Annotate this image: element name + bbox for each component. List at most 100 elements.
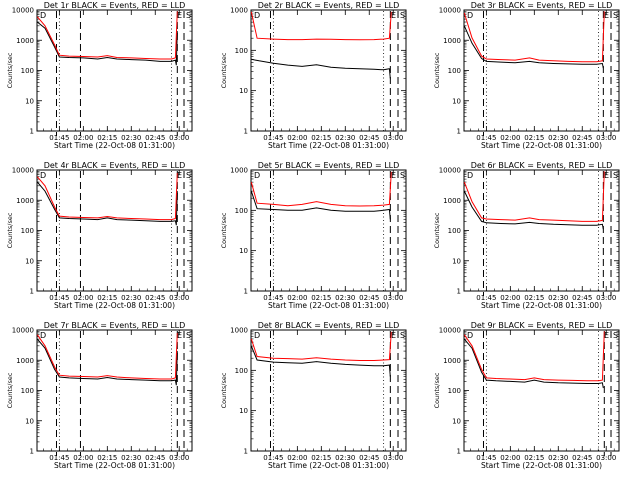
x-tick-label: 01:45	[476, 134, 496, 142]
series-lld	[463, 331, 605, 382]
y-tick-label: 10000	[439, 7, 461, 15]
y-tick-label: 10	[452, 417, 461, 425]
x-tick-label: 02:30	[335, 294, 355, 302]
y-tick-label: 10	[25, 257, 34, 265]
y-tick-label: 1000	[230, 7, 248, 15]
series-lld	[250, 331, 392, 361]
series-lld	[36, 11, 178, 60]
flag-label-d: D	[254, 331, 260, 340]
y-tick-label: 10	[25, 417, 34, 425]
plot-frame	[36, 9, 193, 132]
x-tick-label: 02:30	[335, 134, 355, 142]
panel-det-8: Det 8r BLACK = Events, RED = LLD 1 10 100 10…	[220, 321, 407, 470]
flag-label-s: S	[400, 171, 405, 180]
x-tick-label: 01:45	[49, 134, 69, 142]
y-tick-label: 10000	[12, 167, 34, 175]
x-tick-label: 02:00	[500, 134, 520, 142]
y-tick-label: 100	[21, 67, 34, 75]
x-tick-label: 03:00	[169, 294, 189, 302]
flag-label-e: E	[391, 171, 396, 180]
x-axis-label: Start Time (22-Oct-08 01:31:00)	[268, 141, 389, 150]
plot-frame	[463, 169, 620, 292]
panel-title: Det 5r BLACK = Events, RED = LLD	[258, 161, 400, 170]
x-tick-label: 02:30	[548, 134, 568, 142]
series-events	[36, 181, 178, 226]
y-axis-label: Counts/sec	[220, 212, 228, 248]
y-tick-label: 10000	[439, 167, 461, 175]
x-tick-label: 01:45	[476, 454, 496, 462]
plot-frame	[250, 169, 407, 292]
panel-title: Det 1r BLACK = Events, RED = LLD	[44, 1, 186, 10]
y-axis-label: Counts/sec	[6, 372, 14, 408]
x-tick-label: 02:45	[359, 294, 379, 302]
x-tick-label: 02:15	[311, 134, 331, 142]
flag-label-e: E	[391, 11, 396, 20]
x-axis-label: Start Time (22-Oct-08 01:31:00)	[54, 301, 175, 310]
y-tick-label: 10	[452, 97, 461, 105]
x-tick-label: 02:30	[121, 134, 141, 142]
y-tick-label: 1000	[443, 37, 461, 45]
series-events	[463, 190, 604, 230]
flag-label-d: D	[467, 11, 473, 20]
flag-label-d: D	[254, 171, 260, 180]
x-tick-label: 02:15	[311, 454, 331, 462]
x-tick-label: 02:15	[97, 294, 117, 302]
y-tick-label: 1000	[16, 37, 34, 45]
flag-label-d: D	[254, 11, 260, 20]
y-tick-label: 100	[448, 387, 461, 395]
panel-det-5: Det 5r BLACK = Events, RED = LLD 1 10 100 10…	[220, 161, 407, 310]
x-tick-label: 02:45	[359, 134, 379, 142]
x-tick-label: 02:00	[73, 454, 93, 462]
x-tick-label: 03:00	[596, 294, 616, 302]
x-tick-label: 02:30	[121, 454, 141, 462]
panel-title: Det 6r BLACK = Events, RED = LLD	[471, 161, 613, 170]
y-axis-label: Counts/sec	[433, 212, 441, 248]
x-tick-label: 02:15	[524, 294, 544, 302]
x-tick-label: 03:00	[169, 454, 189, 462]
y-tick-label: 1	[457, 128, 461, 136]
series-lld	[463, 11, 605, 63]
x-tick-label: 02:00	[73, 134, 93, 142]
x-tick-label: 02:45	[359, 454, 379, 462]
y-tick-label: 100	[235, 207, 248, 215]
y-tick-label: 100	[235, 367, 248, 375]
panel-det-6: Det 6r BLACK = Events, RED = LLD 1 10 100 10…	[433, 161, 620, 310]
x-tick-label: 03:00	[383, 134, 403, 142]
x-tick-label: 02:30	[121, 294, 141, 302]
x-tick-label: 02:00	[500, 454, 520, 462]
y-tick-label: 1000	[16, 357, 34, 365]
y-axis-label: Counts/sec	[220, 372, 228, 408]
x-tick-label: 01:45	[263, 454, 283, 462]
x-axis-label: Start Time (22-Oct-08 01:31:00)	[268, 461, 389, 470]
panel-title: Det 8r BLACK = Events, RED = LLD	[258, 321, 400, 330]
series-lld	[36, 172, 178, 221]
flag-label-s: S	[613, 171, 618, 180]
y-tick-label: 1000	[16, 197, 34, 205]
x-tick-label: 02:00	[287, 134, 307, 142]
series-events	[463, 338, 604, 389]
plot-frame	[36, 169, 193, 292]
flag-label-e: E	[604, 171, 609, 180]
x-tick-label: 02:15	[311, 294, 331, 302]
y-tick-label: 1	[457, 448, 461, 456]
flag-label-e: E	[177, 331, 182, 340]
x-tick-label: 02:00	[73, 294, 93, 302]
y-tick-label: 100	[235, 47, 248, 55]
panel-det-4: Det 4r BLACK = Events, RED = LLD 1 10 100 10…	[6, 161, 193, 310]
series-lld	[463, 171, 605, 222]
y-tick-label: 10	[239, 247, 248, 255]
x-tick-label: 02:15	[97, 454, 117, 462]
series-events	[463, 25, 604, 69]
plot-frame	[463, 329, 620, 452]
x-axis-label: Start Time (22-Oct-08 01:31:00)	[481, 461, 602, 470]
y-tick-label: 1	[30, 288, 34, 296]
y-tick-label: 10	[25, 97, 34, 105]
x-tick-label: 02:45	[145, 294, 165, 302]
y-tick-label: 1	[30, 448, 34, 456]
x-tick-label: 01:45	[49, 294, 69, 302]
y-tick-label: 10000	[12, 327, 34, 335]
x-axis-label: Start Time (22-Oct-08 01:31:00)	[481, 141, 602, 150]
y-tick-label: 10	[452, 257, 461, 265]
series-events	[250, 345, 391, 377]
x-tick-label: 03:00	[169, 134, 189, 142]
